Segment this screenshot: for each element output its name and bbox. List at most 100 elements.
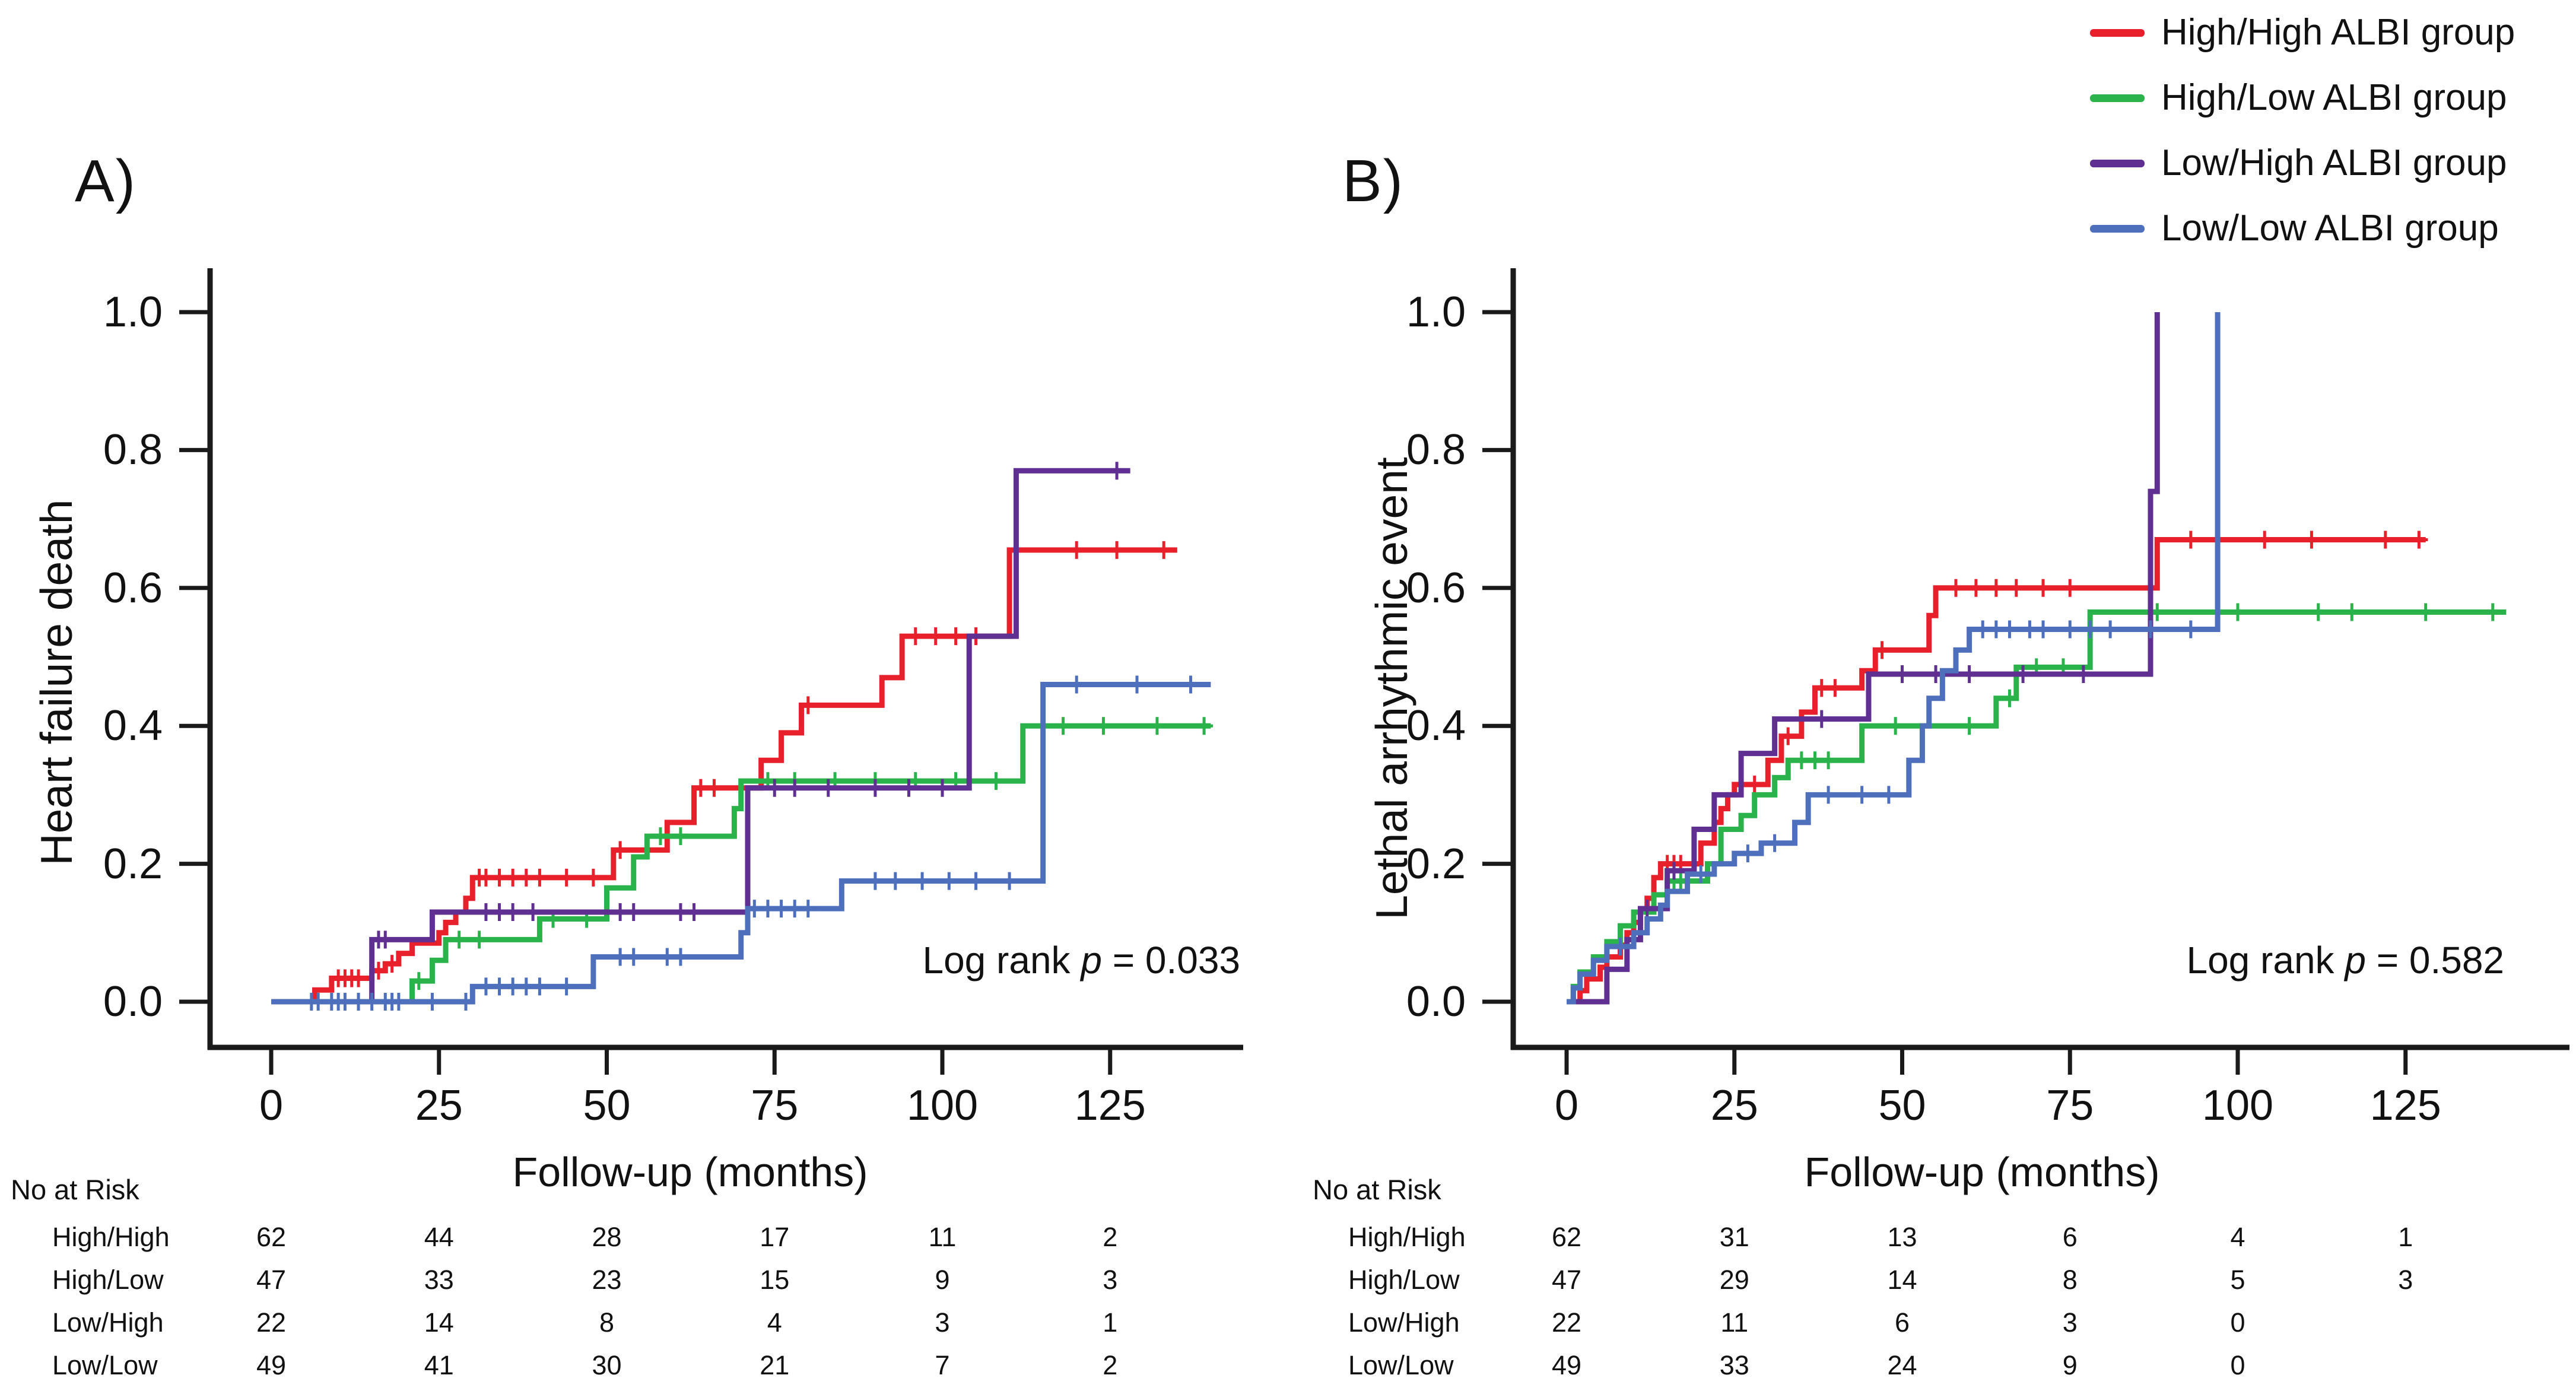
censor-mark — [2181, 531, 2200, 549]
panel-a-logrank-p: p — [1081, 939, 1102, 982]
censor-mark — [383, 955, 401, 973]
risk-count: 8 — [599, 1307, 615, 1338]
censor-mark — [900, 779, 918, 797]
censor-mark — [1765, 834, 1784, 852]
censor-mark — [350, 969, 368, 987]
censor-mark — [2256, 531, 2274, 549]
survival-curve — [271, 468, 1130, 1005]
censor-mark — [1812, 710, 1831, 728]
censor-mark — [2034, 620, 2053, 639]
y-tick-label: 0.8 — [1406, 426, 1466, 474]
risk-count: 6 — [2062, 1222, 2078, 1252]
legend-item: Low/High ALBI group — [2077, 140, 2515, 186]
legend-label: Low/High ALBI group — [2161, 142, 2507, 183]
risk-count: 0 — [2230, 1307, 2245, 1338]
censor-mark — [1960, 717, 1978, 735]
censor-mark — [913, 872, 932, 890]
censor-mark — [799, 696, 817, 714]
censor-mark — [531, 868, 549, 887]
censor-mark — [866, 872, 884, 890]
survival-curve — [1567, 312, 2221, 1005]
risk-count: 8 — [2062, 1265, 2078, 1295]
censor-mark — [1819, 751, 1838, 770]
panel-b-x-axis-title: Follow-up (months) — [1804, 1149, 2160, 1195]
censor-mark — [2229, 603, 2247, 621]
censor-mark — [423, 993, 441, 1011]
censor-mark — [2181, 620, 2200, 639]
risk-count: 3 — [935, 1307, 950, 1338]
x-tick-label: 25 — [1710, 1082, 1758, 1129]
panel-a-risk-row-label: High/Low — [52, 1265, 164, 1295]
legend-label: Low/Low ALBI group — [2161, 208, 2499, 249]
risk-count: 29 — [1719, 1265, 1749, 1295]
risk-count: 47 — [256, 1265, 287, 1295]
censor-mark — [1819, 786, 1838, 804]
risk-count: 3 — [2398, 1265, 2413, 1295]
censor-mark — [1826, 679, 1844, 697]
censor-mark — [685, 903, 703, 921]
x-tick-label: 100 — [906, 1082, 979, 1129]
panel-a-logrank-value: = 0.033 — [1101, 939, 1240, 982]
censor-mark — [2007, 579, 2025, 597]
censor-mark — [799, 900, 817, 918]
panel-a-risk-row-label: Low/High — [52, 1307, 164, 1338]
panel-a-x-axis-title: Follow-up (months) — [512, 1149, 868, 1195]
censor-mark — [946, 627, 965, 646]
censor-mark — [1873, 641, 1891, 659]
risk-count: 11 — [928, 1222, 957, 1252]
censor-mark — [1987, 579, 2005, 597]
censor-mark — [1638, 900, 1656, 918]
censor-mark — [2074, 665, 2092, 684]
censor-mark — [2416, 603, 2435, 621]
x-tick-label: 50 — [583, 1082, 631, 1129]
survival-curve — [1567, 536, 2426, 1005]
legend-swatch-high-low — [2090, 94, 2145, 102]
risk-count: 31 — [1719, 1222, 1749, 1252]
censor-mark — [557, 977, 576, 996]
y-tick-label: 0.2 — [103, 840, 163, 888]
risk-count: 3 — [2062, 1307, 2078, 1338]
legend-swatch-low-high — [2090, 159, 2145, 167]
risk-count: 22 — [1551, 1307, 1582, 1338]
censor-mark — [1611, 938, 1630, 956]
panel-b-risk-row-label: Low/High — [1348, 1307, 1460, 1338]
y-tick-label: 0.6 — [103, 564, 163, 612]
y-tick-label: 0.0 — [1406, 978, 1466, 1025]
x-tick-label: 75 — [2046, 1082, 2094, 1129]
y-tick-label: 0.2 — [1406, 840, 1466, 888]
censor-mark — [2034, 579, 2053, 597]
risk-count: 44 — [424, 1222, 454, 1252]
censor-mark — [866, 779, 884, 797]
risk-count: 13 — [1887, 1222, 1917, 1252]
risk-count: 2 — [1103, 1222, 1118, 1252]
legend-label: High/Low ALBI group — [2161, 77, 2507, 118]
risk-count: 21 — [760, 1350, 790, 1380]
legend-swatch-low-low — [2090, 224, 2145, 233]
y-tick-label: 0.8 — [103, 426, 163, 474]
censor-mark — [1745, 775, 1764, 793]
risk-count: 49 — [256, 1350, 287, 1380]
censor-mark — [2343, 603, 2361, 621]
x-tick-label: 75 — [751, 1082, 799, 1129]
censor-mark — [651, 827, 669, 846]
censor-mark — [906, 627, 925, 646]
censor-mark — [624, 903, 643, 921]
legend-item: High/Low ALBI group — [2077, 75, 2515, 121]
risk-count: 17 — [760, 1222, 790, 1252]
risk-count: 62 — [256, 1222, 287, 1252]
panel-a-risk-table-title: No at Risk — [11, 1174, 139, 1205]
risk-count: 3 — [1103, 1265, 1118, 1295]
risk-count: 6 — [1894, 1307, 1910, 1338]
panel-a-logrank-prefix: Log rank — [922, 939, 1081, 982]
risk-count: 1 — [2398, 1222, 2413, 1252]
y-tick-label: 0.4 — [1406, 702, 1466, 750]
y-tick-label: 0.6 — [1406, 564, 1466, 612]
panel-b-letter: B) — [1342, 148, 1404, 214]
censor-mark — [1148, 717, 1166, 735]
censor-mark — [1094, 717, 1113, 735]
panel-b-risk-table-title: No at Risk — [1313, 1174, 1441, 1205]
censor-mark — [2483, 603, 2502, 621]
censor-mark — [886, 872, 904, 890]
